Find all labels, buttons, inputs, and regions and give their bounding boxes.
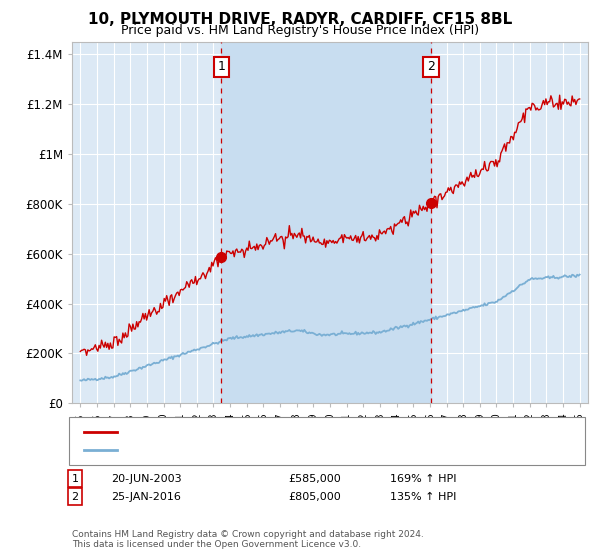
Text: 2: 2 (71, 492, 79, 502)
Bar (221, 42, 431, 403)
Text: 1: 1 (71, 474, 79, 484)
Text: 20-JUN-2003: 20-JUN-2003 (111, 474, 182, 484)
Text: Price paid vs. HM Land Registry's House Price Index (HPI): Price paid vs. HM Land Registry's House … (121, 24, 479, 36)
Text: HPI: Average price, detached house, Cardiff: HPI: Average price, detached house, Card… (123, 445, 362, 455)
Text: 10, PLYMOUTH DRIVE, RADYR, CARDIFF, CF15 8BL: 10, PLYMOUTH DRIVE, RADYR, CARDIFF, CF15… (88, 12, 512, 27)
Text: 10, PLYMOUTH DRIVE, RADYR, CARDIFF, CF15 8BL (detached house): 10, PLYMOUTH DRIVE, RADYR, CARDIFF, CF15… (123, 427, 495, 437)
Text: 135% ↑ HPI: 135% ↑ HPI (390, 492, 457, 502)
Text: £585,000: £585,000 (288, 474, 341, 484)
Text: £805,000: £805,000 (288, 492, 341, 502)
Text: This data is licensed under the Open Government Licence v3.0.: This data is licensed under the Open Gov… (72, 540, 361, 549)
Text: 1: 1 (217, 60, 225, 73)
Text: Contains HM Land Registry data © Crown copyright and database right 2024.: Contains HM Land Registry data © Crown c… (72, 530, 424, 539)
Text: 2: 2 (427, 60, 435, 73)
Text: 25-JAN-2016: 25-JAN-2016 (111, 492, 181, 502)
Text: 169% ↑ HPI: 169% ↑ HPI (390, 474, 457, 484)
